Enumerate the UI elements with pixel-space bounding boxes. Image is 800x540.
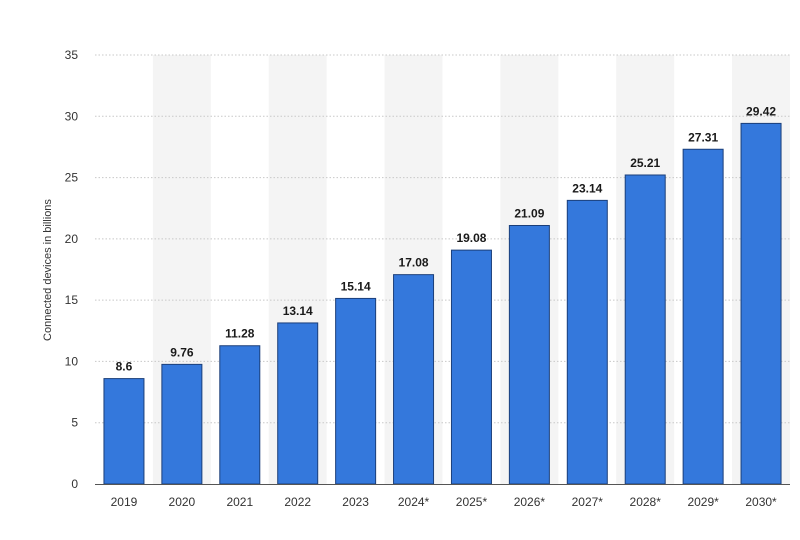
bar-2029: [682, 148, 724, 485]
y-tick-label: 5: [71, 416, 78, 430]
x-tick-label: 2024*: [398, 495, 430, 509]
bar-2026: [508, 224, 550, 485]
bar-2027: [566, 199, 608, 485]
data-label: 25.21: [630, 156, 660, 170]
x-tick-label: 2026*: [514, 495, 546, 509]
x-tick-label: 2021: [226, 495, 253, 509]
data-label: 11.28: [225, 327, 255, 341]
data-label: 15.14: [341, 279, 371, 293]
y-tick-label: 25: [65, 171, 79, 185]
x-tick-label: 2027*: [572, 495, 604, 509]
bar-2021: [219, 345, 261, 485]
data-label: 19.08: [456, 231, 486, 245]
data-label: 13.14: [283, 304, 313, 318]
data-label: 21.09: [514, 206, 544, 220]
y-tick-label: 10: [65, 354, 79, 368]
data-label: 17.08: [399, 256, 429, 270]
x-axis: 2019 2020 2021 2022 2023 2024* 2025* 2026* 2027*…: [95, 484, 790, 509]
data-label: 23.14: [572, 181, 602, 195]
bar-2020: [161, 363, 203, 485]
x-tick-label: 2030*: [745, 495, 777, 509]
data-label: 8.6: [116, 360, 133, 374]
x-tick-label: 2020: [169, 495, 196, 509]
x-tick-label: 2022: [284, 495, 311, 509]
y-axis: 0 5 10 15 20 25 30 35: [65, 48, 79, 491]
x-tick-label: 2025*: [456, 495, 488, 509]
y-tick-label: 35: [65, 48, 79, 62]
y-tick-label: 0: [71, 477, 78, 491]
bar-2019: [103, 378, 145, 485]
x-tick-label: 2029*: [687, 495, 719, 509]
bar-2023: [335, 297, 377, 485]
data-labels: 8.6 9.76 11.28 13.14 15.14 17.08 19.08 21.09 23.…: [116, 104, 777, 373]
y-tick-label: 15: [65, 293, 79, 307]
data-label: 29.42: [746, 104, 776, 118]
x-tick-label: 2028*: [630, 495, 662, 509]
x-tick-label: 2019: [111, 495, 138, 509]
data-label: 9.76: [170, 345, 194, 359]
bar-2022: [277, 322, 319, 485]
y-tick-label: 30: [65, 109, 79, 123]
bar-2025: [450, 249, 492, 485]
x-tick-label: 2023: [342, 495, 369, 509]
y-tick-label: 20: [65, 232, 79, 246]
bar-2024: [393, 274, 435, 485]
y-axis-title: Connected devices in billions: [42, 199, 54, 341]
data-label: 27.31: [688, 130, 718, 144]
gridlines: [95, 54, 790, 424]
bar-2028: [624, 174, 666, 485]
bar-2030: [740, 122, 782, 485]
